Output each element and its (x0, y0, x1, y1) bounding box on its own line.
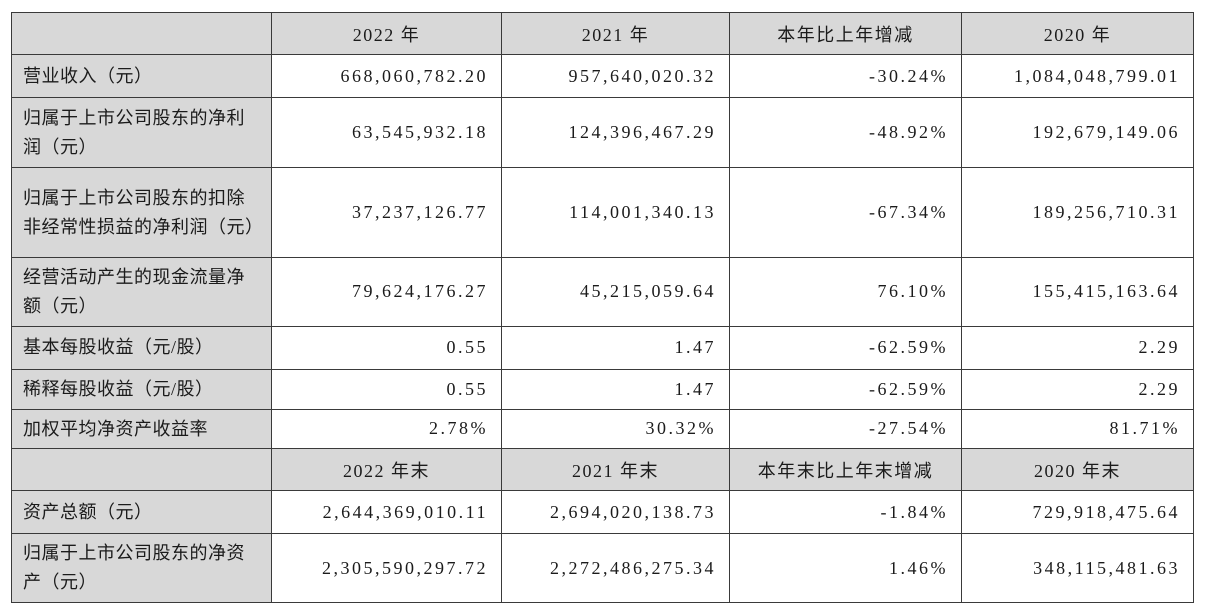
table-row-net-profit-excl-nonrecurring: 归属于上市公司股东的扣除非经常性损益的净利润（元） 37,237,126.77 … (11, 167, 1194, 258)
header-cell-2022: 2022 年 (271, 12, 502, 55)
value-2020: 1,084,048,799.01 (961, 54, 1194, 98)
value-2020: 189,256,710.31 (961, 167, 1194, 258)
value-2021: 45,215,059.64 (501, 257, 730, 327)
value-2022: 2,305,590,297.72 (271, 533, 502, 603)
value-2020: 192,679,149.06 (961, 97, 1194, 168)
value-2021: 1.47 (501, 368, 730, 410)
header-cell-2021: 2021 年 (501, 12, 730, 55)
value-2022: 2,644,369,010.11 (271, 490, 502, 535)
value-2022: 0.55 (271, 368, 502, 410)
header-cell-2022-end: 2022 年末 (271, 448, 502, 492)
header-cell-blank (11, 12, 272, 55)
value-change: -62.59% (729, 368, 962, 410)
value-change: -27.54% (729, 408, 962, 450)
value-2022: 37,237,126.77 (271, 167, 502, 258)
table-row-total-assets: 资产总额（元） 2,644,369,010.11 2,694,020,138.7… (11, 490, 1194, 535)
table-row-operating-revenue: 营业收入（元） 668,060,782.20 957,640,020.32 -3… (11, 54, 1194, 98)
value-change: -62.59% (729, 325, 962, 370)
value-2022: 668,060,782.20 (271, 54, 502, 98)
value-2022: 0.55 (271, 325, 502, 370)
table-row-diluted-eps: 稀释每股收益（元/股） 0.55 1.47 -62.59% 2.29 (11, 368, 1194, 410)
value-2021: 114,001,340.13 (501, 167, 730, 258)
value-change: -67.34% (729, 167, 962, 258)
row-label: 基本每股收益（元/股） (11, 325, 272, 370)
value-change: -30.24% (729, 54, 962, 98)
value-2021: 2,272,486,275.34 (501, 533, 730, 603)
value-2020: 81.71% (961, 408, 1194, 450)
value-2020: 2.29 (961, 368, 1194, 410)
row-label: 资产总额（元） (11, 490, 272, 535)
header-row-year-end: 2022 年末 2021 年末 本年末比上年末增减 2020 年末 (11, 448, 1194, 492)
value-2021: 957,640,020.32 (501, 54, 730, 98)
value-2021: 124,396,467.29 (501, 97, 730, 168)
financial-summary-table: 2022 年 2021 年 本年比上年增减 2020 年 营业收入（元） 668… (11, 12, 1194, 603)
value-change: 76.10% (729, 257, 962, 327)
value-2020: 155,415,163.64 (961, 257, 1194, 327)
value-2020: 2.29 (961, 325, 1194, 370)
value-2020: 729,918,475.64 (961, 490, 1194, 535)
row-label: 归属于上市公司股东的净利润（元） (11, 97, 272, 168)
value-2022: 79,624,176.27 (271, 257, 502, 327)
value-2022: 2.78% (271, 408, 502, 450)
header-cell-2021-end: 2021 年末 (501, 448, 730, 492)
value-2021: 1.47 (501, 325, 730, 370)
header-cell-yoy-change: 本年比上年增减 (729, 12, 962, 55)
value-2021: 30.32% (501, 408, 730, 450)
row-label: 稀释每股收益（元/股） (11, 368, 272, 410)
header-row-annual: 2022 年 2021 年 本年比上年增减 2020 年 (11, 12, 1194, 55)
row-label: 经营活动产生的现金流量净额（元） (11, 257, 272, 327)
header-cell-2020-end: 2020 年末 (961, 448, 1194, 492)
value-2022: 63,545,932.18 (271, 97, 502, 168)
header-cell-blank (11, 448, 272, 492)
table-row-net-assets: 归属于上市公司股东的净资产（元） 2,305,590,297.72 2,272,… (11, 533, 1194, 603)
value-change: -1.84% (729, 490, 962, 535)
row-label: 加权平均净资产收益率 (11, 408, 272, 450)
row-label: 归属于上市公司股东的净资产（元） (11, 533, 272, 603)
table-row-operating-cash-flow: 经营活动产生的现金流量净额（元） 79,624,176.27 45,215,05… (11, 257, 1194, 327)
value-2020: 348,115,481.63 (961, 533, 1194, 603)
value-change: 1.46% (729, 533, 962, 603)
value-change: -48.92% (729, 97, 962, 168)
header-cell-2020: 2020 年 (961, 12, 1194, 55)
value-2021: 2,694,020,138.73 (501, 490, 730, 535)
table-row-basic-eps: 基本每股收益（元/股） 0.55 1.47 -62.59% 2.29 (11, 325, 1194, 370)
row-label: 归属于上市公司股东的扣除非经常性损益的净利润（元） (11, 167, 272, 258)
table-row-net-profit: 归属于上市公司股东的净利润（元） 63,545,932.18 124,396,4… (11, 97, 1194, 168)
row-label: 营业收入（元） (11, 54, 272, 98)
header-cell-year-end-change: 本年末比上年末增减 (729, 448, 962, 492)
table-row-weighted-avg-roe: 加权平均净资产收益率 2.78% 30.32% -27.54% 81.71% (11, 408, 1194, 450)
